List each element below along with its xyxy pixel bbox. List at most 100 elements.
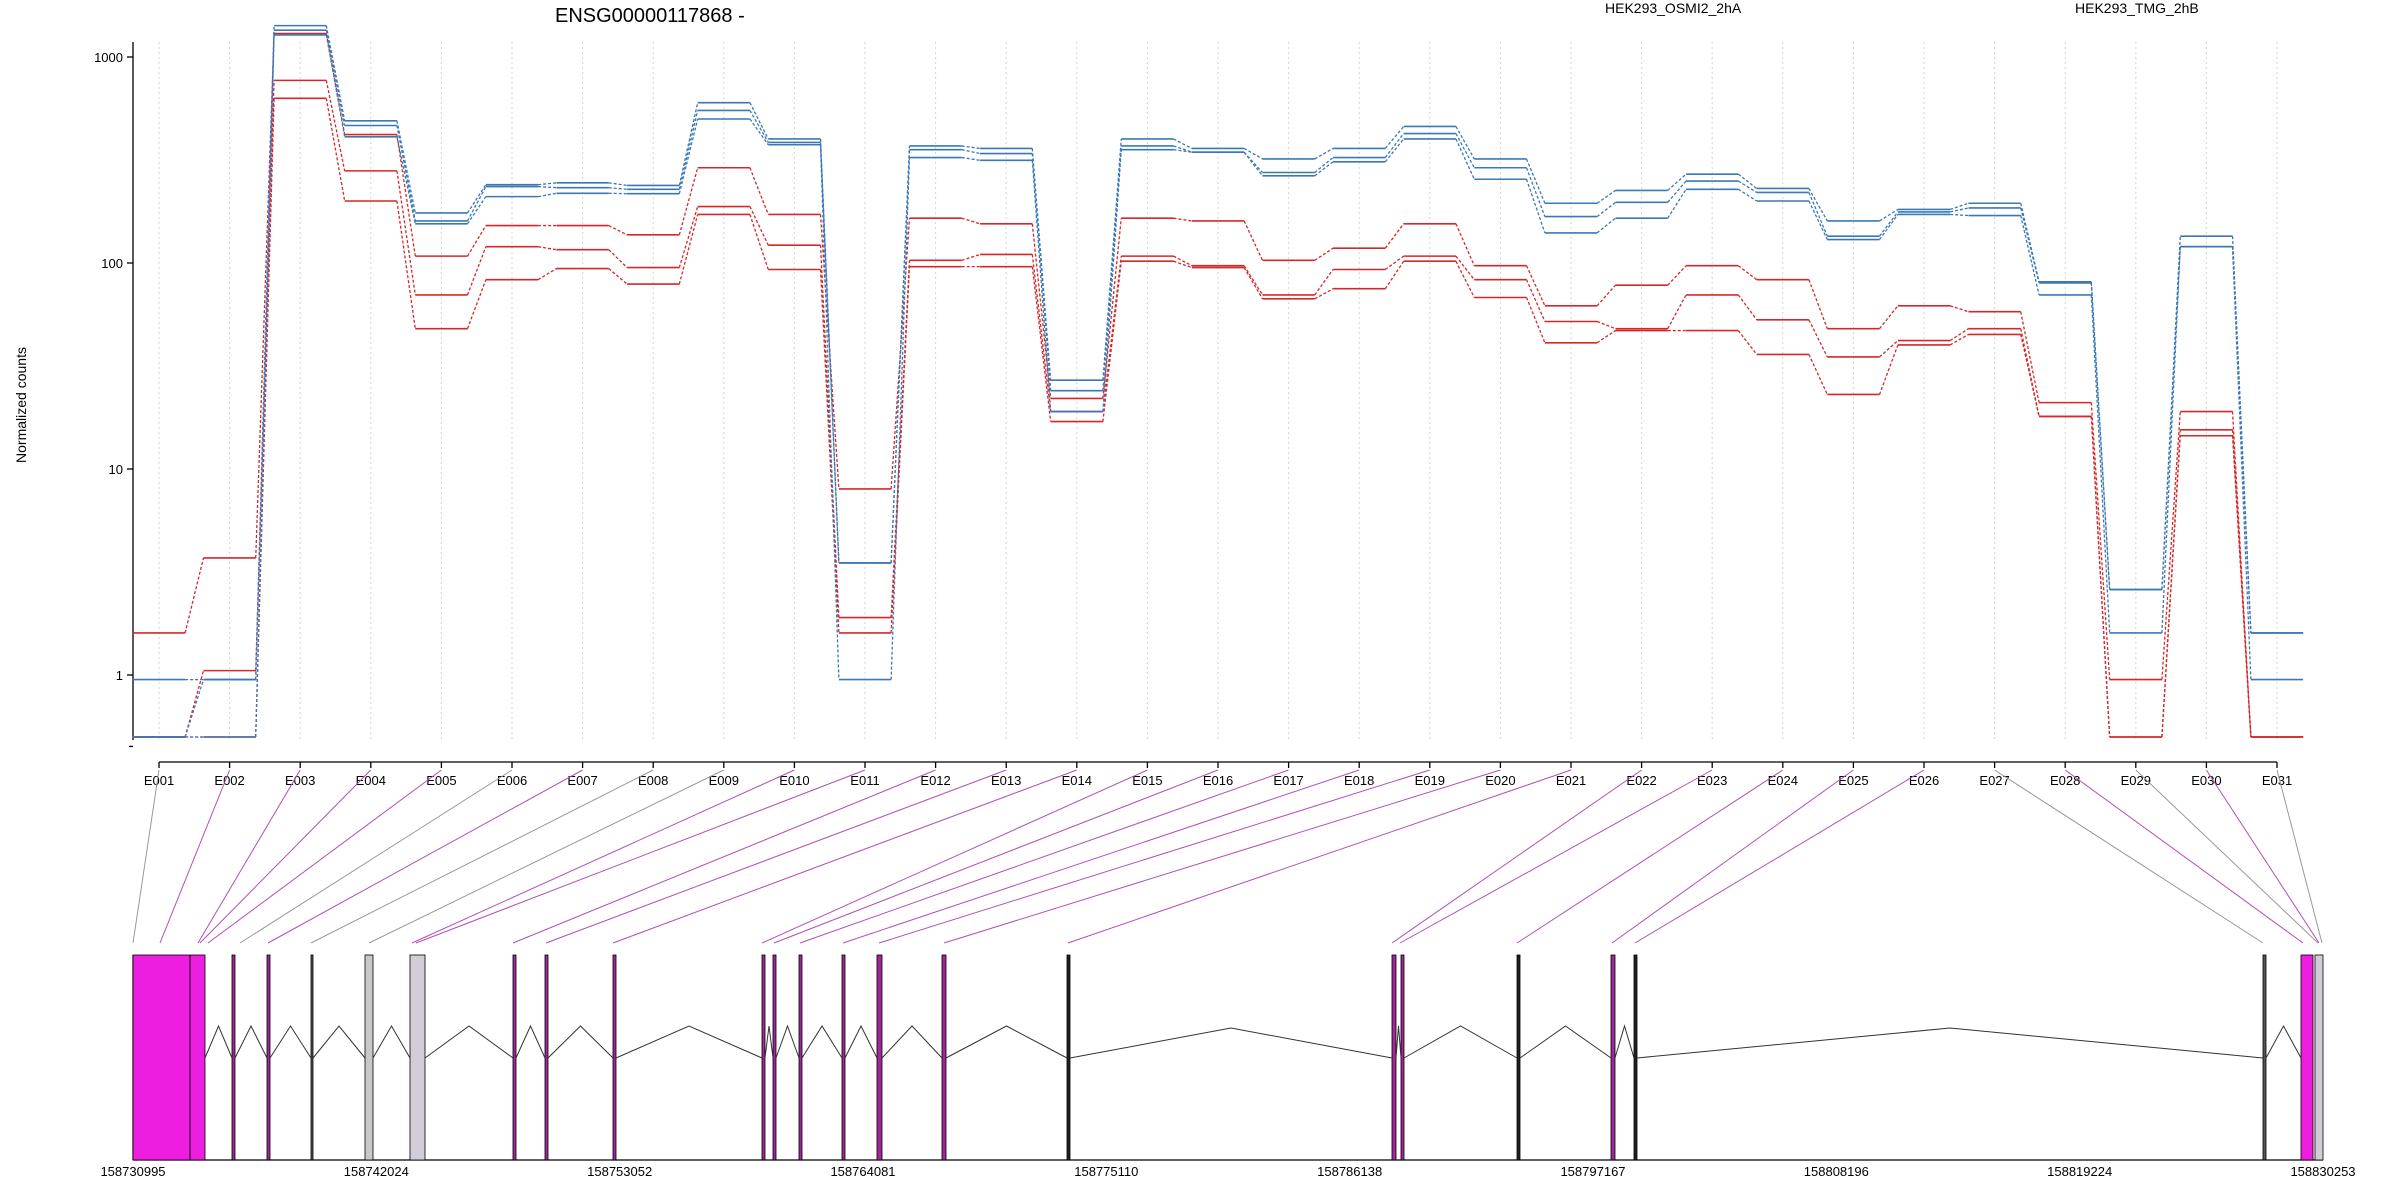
intron-line: [269, 1025, 312, 1059]
series-link: [1243, 267, 1264, 300]
exon-connector: [1994, 769, 2264, 944]
series-link: [678, 214, 699, 285]
exon-connector: [1067, 769, 1572, 944]
genomic-tick-label: 158819224: [2047, 1164, 2112, 1179]
legend-item-osmi2: HEK293_OSMI2_2hA: [1605, 0, 1742, 16]
intron-line: [372, 1025, 411, 1059]
series-link: [538, 192, 557, 198]
series-link: [325, 98, 346, 202]
exon-connector: [368, 769, 725, 944]
intron-line: [1636, 1027, 2264, 1059]
series-link: [749, 167, 769, 215]
series-link: [1243, 265, 1264, 296]
series-link: [678, 167, 699, 236]
x-tick-label: E025: [1838, 773, 1868, 788]
genomic-tick-label: 158808196: [1804, 1164, 1869, 1179]
exon-connectors: [132, 769, 2323, 944]
legend-item-tmg: HEK293_TMG_2hB: [2075, 0, 2199, 16]
intron-line: [615, 1025, 763, 1059]
x-tick-label: E030: [2191, 773, 2221, 788]
series-link: [1173, 255, 1193, 267]
genomic-tick-label: 158742024: [344, 1164, 409, 1179]
series-link: [819, 142, 840, 563]
series-link: [1949, 202, 1969, 211]
series-link: [325, 34, 346, 137]
intron-line: [775, 1024, 800, 1059]
series-link: [466, 246, 487, 296]
exon-connector: [1391, 769, 1642, 944]
series-link: [1102, 261, 1122, 422]
series-link: [1102, 218, 1122, 399]
exon-block: [132, 954, 206, 1161]
exon-connector: [415, 769, 866, 944]
series-link: [1173, 260, 1193, 269]
series-link: [2020, 215, 2040, 296]
series-link: [396, 125, 416, 222]
exon-block: [798, 954, 803, 1161]
x-tick-label: E020: [1485, 773, 1515, 788]
exon-block: [2262, 954, 2267, 1161]
x-tick-label: E001: [144, 773, 174, 788]
genomic-tick-label: 158830253: [2290, 1164, 2355, 1179]
x-tick-label: E012: [920, 773, 950, 788]
series-link: [1384, 138, 1405, 163]
series-link: [2161, 435, 2181, 738]
x-tick-label: E019: [1415, 773, 1445, 788]
series-link: [325, 80, 346, 172]
exon-connector: [2064, 769, 2304, 944]
series-link: [1949, 328, 1969, 342]
exon-connector: [197, 769, 301, 944]
series-link: [1314, 269, 1334, 296]
intron-line: [945, 1025, 1068, 1059]
x-tick-label: E023: [1697, 773, 1727, 788]
series-link: [1808, 188, 1828, 222]
exon-connector: [612, 769, 1077, 944]
genomic-tick-label: 158797167: [1560, 1164, 1625, 1179]
series-link: [749, 110, 769, 143]
series-link: [255, 33, 275, 558]
series-link: [1031, 223, 1052, 399]
series-link: [1314, 288, 1334, 300]
series-link: [2231, 435, 2252, 738]
y-tick-label: 1000: [94, 50, 123, 65]
exon-connector: [159, 769, 231, 944]
series-link: [1879, 208, 1899, 222]
x-tick-label: E026: [1909, 773, 1939, 788]
series-link: [1525, 179, 1546, 234]
exon-block: [2300, 954, 2314, 1161]
series-link: [1455, 260, 1475, 298]
series-link: [1031, 160, 1052, 412]
genomic-axis: 158730995 158742024 158753052 158764081 1587…: [100, 1164, 2355, 1179]
series-link: [1455, 138, 1475, 180]
series-link: [678, 118, 699, 194]
series-link: [1879, 340, 1899, 358]
series-link: [1525, 265, 1546, 307]
series-link: [2161, 246, 2181, 590]
series-link: [2090, 402, 2111, 680]
exon-block: [310, 954, 314, 1161]
x-tick-label: E024: [1768, 773, 1798, 788]
series-link: [1384, 133, 1405, 158]
series-link: [1949, 333, 1969, 346]
series-link: [1102, 145, 1122, 391]
series-link: [396, 120, 416, 214]
series-link: [538, 182, 557, 186]
exon-block: [876, 954, 883, 1161]
series-link: [961, 253, 981, 261]
series-link: [1173, 149, 1192, 153]
intron-line: [424, 1025, 514, 1059]
series-link: [255, 34, 275, 738]
exon-block: [941, 954, 947, 1161]
series-link: [255, 30, 275, 680]
series-link: [961, 149, 981, 155]
intron-line: [547, 1025, 614, 1059]
series-link: [608, 268, 628, 285]
x-tick-label: E017: [1273, 773, 1303, 788]
series-link: [1102, 149, 1122, 412]
x-tick-label: E022: [1626, 773, 1656, 788]
series-link: [1031, 266, 1052, 422]
series-link: [1384, 223, 1405, 249]
x-tick-label: E027: [1979, 773, 2009, 788]
series-link: [1031, 254, 1052, 412]
series-link: [1314, 147, 1334, 160]
